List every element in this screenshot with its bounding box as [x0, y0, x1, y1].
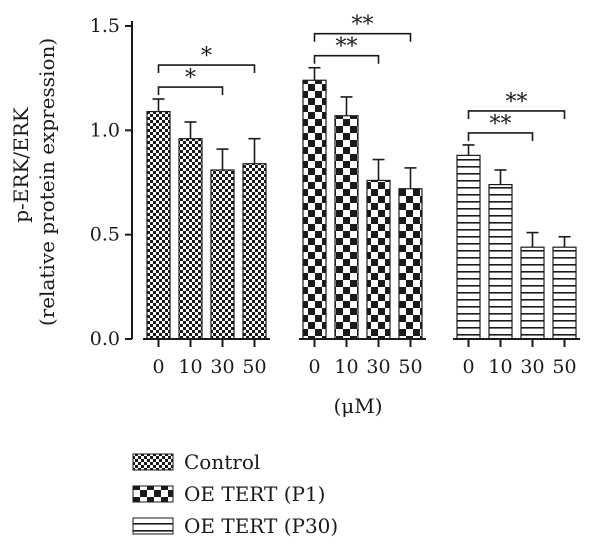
significance-label: ** — [336, 35, 358, 60]
x-tick-label: 0 — [152, 356, 164, 378]
bar — [302, 79, 327, 340]
significance-bracket — [313, 54, 380, 64]
bar — [398, 188, 423, 340]
y-tick-label: 1.0 — [90, 119, 120, 141]
significance-bracket — [313, 32, 412, 42]
significance-label: ** — [506, 90, 528, 115]
legend-swatch-oe-tert-p1 — [132, 485, 174, 503]
x-axis-title: (μM) — [333, 394, 382, 418]
y-tick-label: 1.5 — [90, 15, 120, 37]
y-axis-title-line2: (relative protein expression) — [35, 38, 59, 326]
significance-bracket — [157, 64, 256, 74]
x-tick-label: 10 — [178, 356, 202, 378]
bar — [178, 138, 203, 340]
x-tick-label: 10 — [488, 356, 512, 378]
legend-swatch-oe-tert-p30 — [132, 517, 174, 535]
significance-label: ** — [490, 112, 512, 137]
legend-label-oe-tert-p1: OE TERT (P1) — [184, 482, 325, 506]
plot-area: 0.00.51.01.50 10 30 50 0 10 30 50 0 10 30 50*******… — [90, 13, 580, 378]
significance-bracket — [467, 110, 566, 119]
x-tick-label: 0 — [308, 356, 320, 378]
significance-bracket — [467, 132, 534, 141]
bar — [242, 163, 267, 340]
x-tick-label: 0 — [462, 356, 474, 378]
legend-label-oe-tert-p30: OE TERT (P30) — [184, 514, 338, 538]
x-tick-label: 50 — [242, 356, 266, 378]
y-tick-label: 0.0 — [90, 328, 120, 350]
y-axis-title-line1: p-ERK/ERK — [9, 106, 33, 223]
significance-label: * — [201, 44, 212, 69]
x-tick-label: 30 — [366, 356, 390, 378]
significance-label: * — [185, 66, 196, 91]
x-tick-label: 10 — [334, 356, 358, 378]
bar — [456, 154, 481, 340]
significance-bracket — [157, 86, 224, 96]
x-tick-label: 50 — [552, 356, 576, 378]
bar — [366, 179, 391, 340]
x-tick-label: 50 — [398, 356, 422, 378]
x-tick-label: 30 — [520, 356, 544, 378]
bar — [552, 246, 577, 340]
y-tick-label: 0.5 — [90, 224, 120, 246]
bar — [520, 246, 545, 340]
legend: Control OE TERT (P1) OE TERT (P30) — [132, 450, 338, 538]
bar — [334, 115, 359, 340]
bar — [210, 169, 235, 340]
bar — [488, 183, 513, 340]
bar — [146, 110, 171, 340]
legend-label-control: Control — [184, 450, 260, 474]
x-tick-label: 30 — [210, 356, 234, 378]
legend-swatch-control — [132, 453, 174, 471]
significance-label: ** — [352, 13, 374, 38]
